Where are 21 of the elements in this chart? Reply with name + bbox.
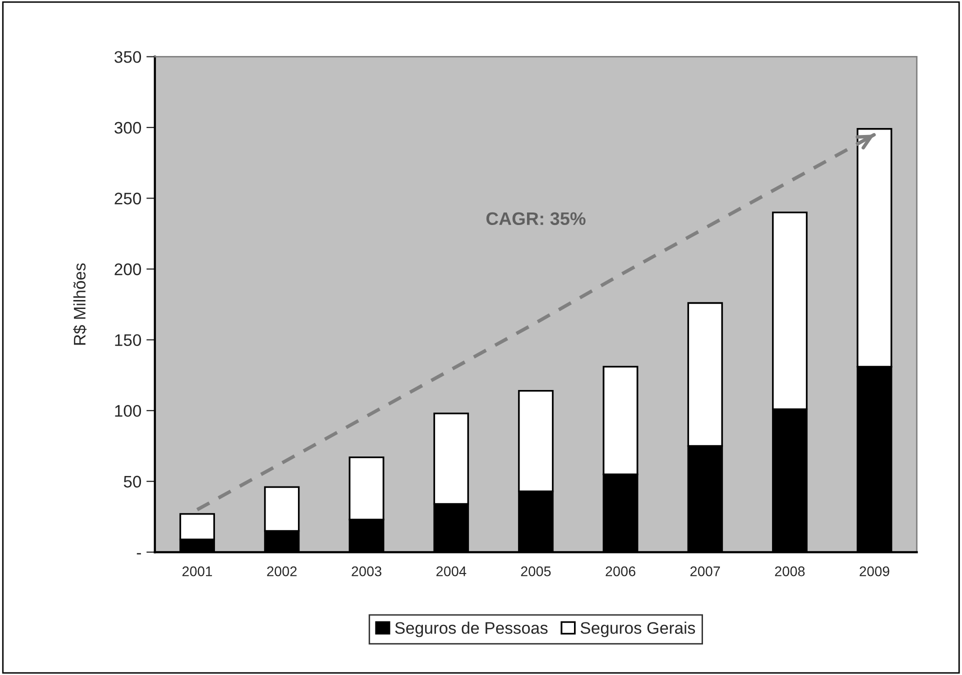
x-tick-label: 2002 (267, 566, 297, 576)
x-tick-label: 2009 (860, 566, 890, 576)
legend-label: Seguros Gerais (580, 622, 696, 638)
x-tick-label: 2007 (690, 566, 720, 576)
x-tick-label: 2001 (182, 566, 212, 576)
y-tick-label: - (136, 553, 141, 554)
x-tick-label: 2004 (436, 566, 466, 576)
y-tick-label: 250 (114, 192, 142, 204)
y-tick-label: 100 (115, 404, 142, 417)
y-tick-label: 300 (114, 122, 142, 134)
x-tick-label: 2003 (352, 566, 382, 576)
x-tick-label: 2008 (775, 566, 805, 576)
legend-label: Seguros de Pessoas (395, 622, 548, 638)
x-tick-label: 2005 (521, 566, 551, 576)
y-tick-label: 200 (114, 263, 142, 276)
y-tick-label: 150 (115, 334, 142, 346)
x-tick-label: 2006 (606, 566, 636, 576)
y-tick-label: 50 (124, 476, 142, 488)
y-tick-label: 350 (114, 51, 142, 63)
annotation: CAGR: 35% (486, 212, 586, 226)
y-axis-title: R$ Milhões (73, 263, 87, 345)
